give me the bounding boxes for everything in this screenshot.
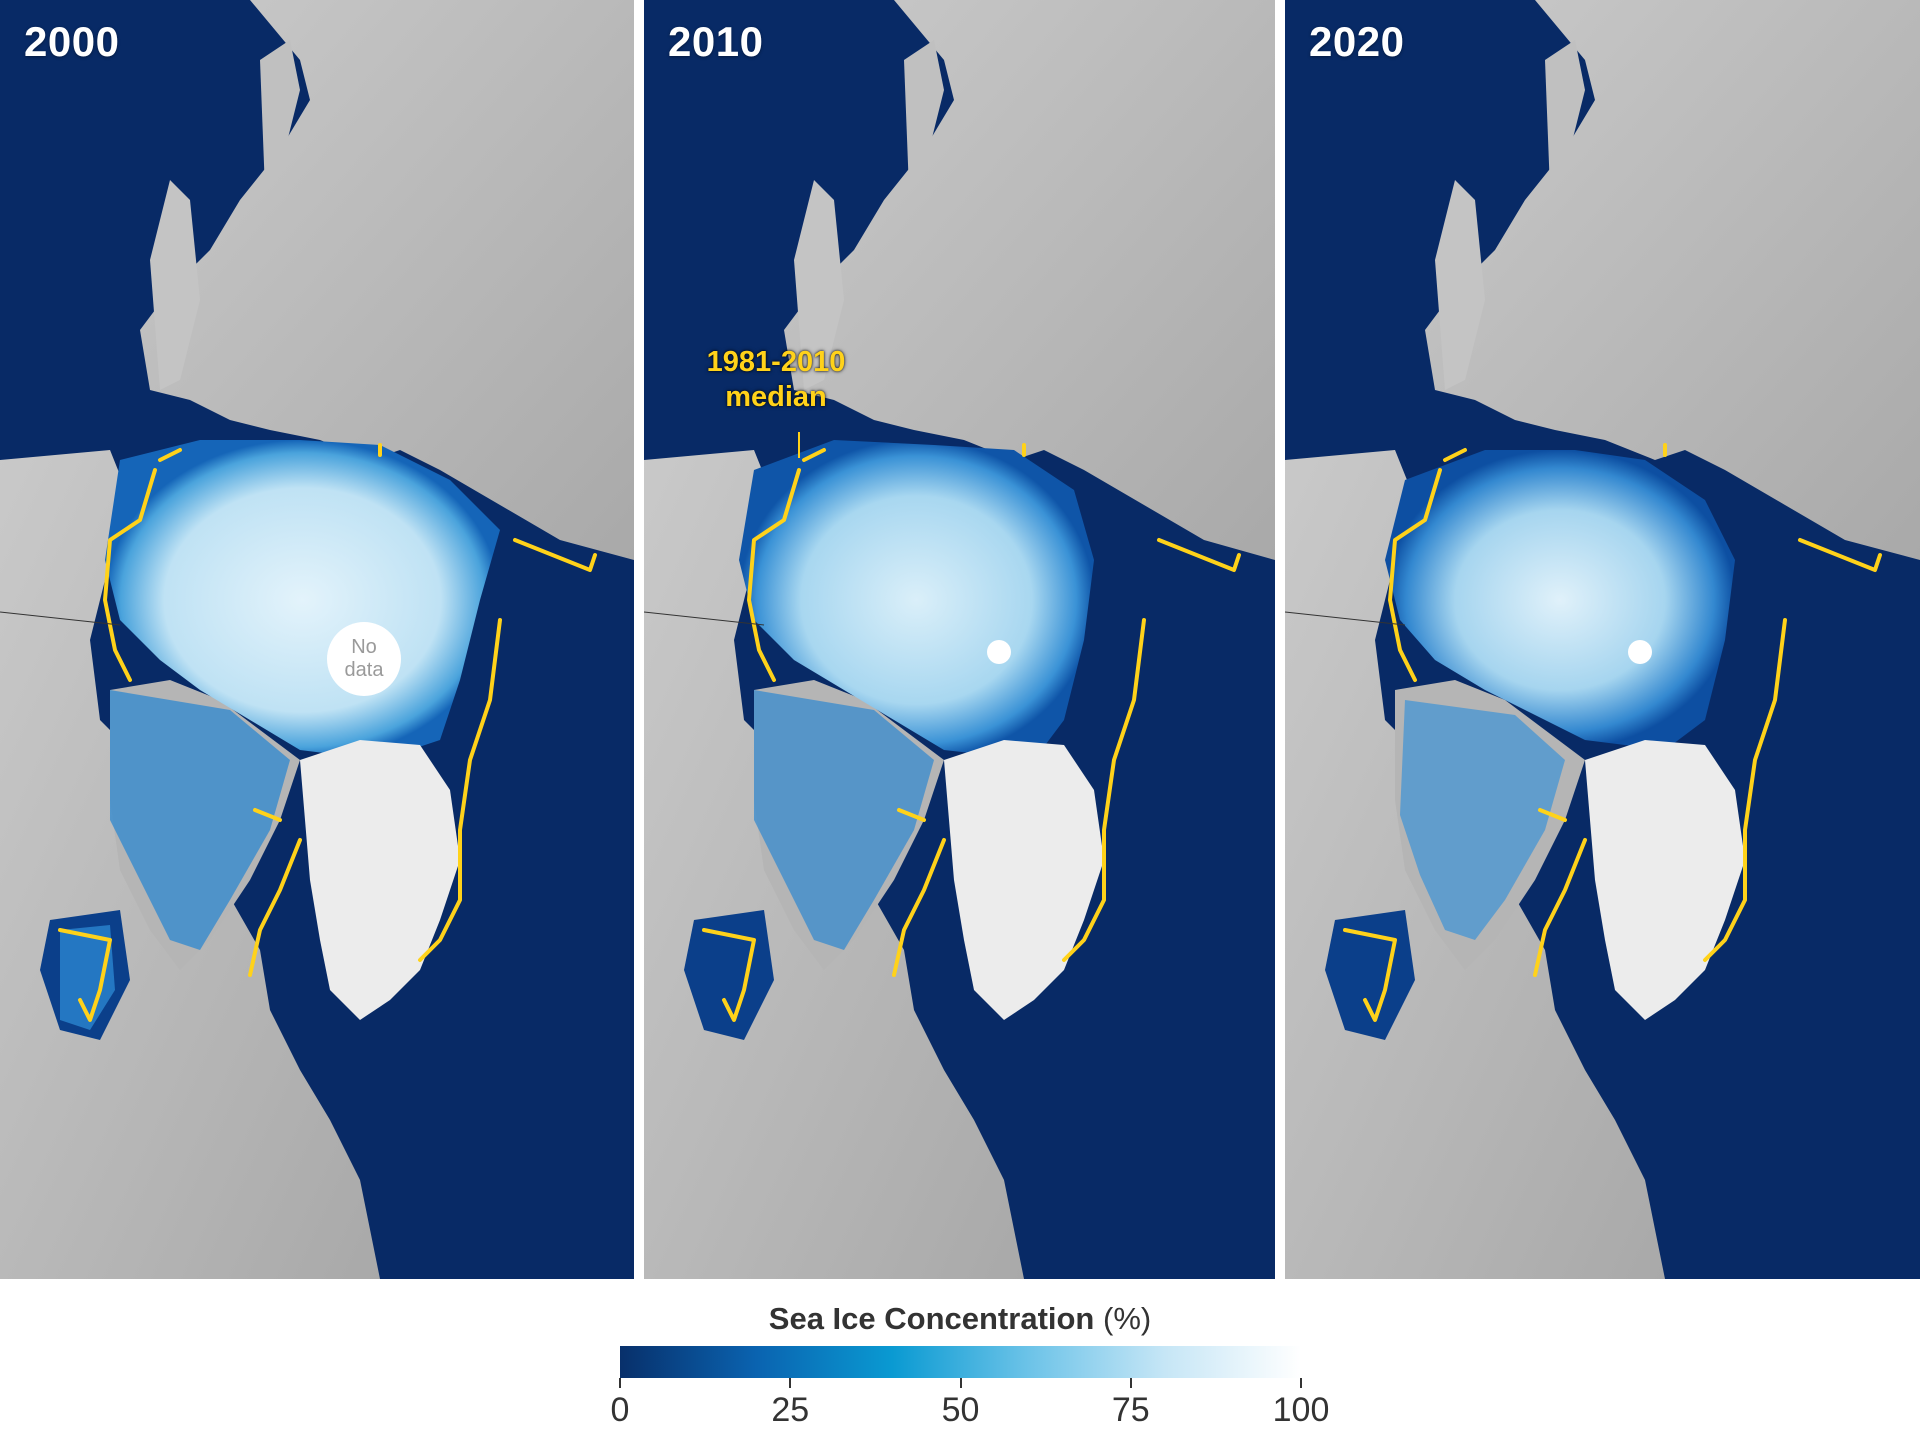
sea-ice-archipelago bbox=[754, 690, 934, 950]
no-data-marker: No data bbox=[327, 622, 401, 696]
median-annotation-line1: 1981-2010 bbox=[706, 346, 846, 378]
color-legend: Sea Ice Concentration (%) 0 25 50 75 100 bbox=[0, 1279, 1920, 1453]
year-label: 2010 bbox=[668, 18, 764, 65]
colorbar-tick-label: 75 bbox=[1111, 1391, 1150, 1429]
map-panels: 2000 No data bbox=[0, 0, 1920, 1279]
sea-ice-archipelago bbox=[1400, 700, 1565, 940]
eurasia-landmass bbox=[1425, 0, 1920, 560]
map-panel-2010: 2010 1981-2010 median bbox=[644, 0, 1275, 1279]
novaya-zemlya bbox=[260, 40, 300, 190]
median-line bbox=[702, 443, 1241, 1022]
median-annotation-tick bbox=[798, 432, 800, 458]
sea-ice-extent bbox=[739, 440, 1094, 760]
sea-ice-extent bbox=[105, 440, 500, 760]
no-data-line2: data bbox=[344, 659, 384, 681]
year-label: 2020 bbox=[1309, 18, 1405, 65]
year-label: 2000 bbox=[24, 18, 120, 65]
map-panel-2000: 2000 No data bbox=[0, 0, 634, 1279]
colorbar-tick-label: 25 bbox=[771, 1391, 810, 1429]
legend-unit: (%) bbox=[1103, 1301, 1152, 1336]
border-line bbox=[0, 611, 121, 626]
eurasia-landmass bbox=[140, 0, 634, 560]
pole-hole-marker bbox=[1628, 640, 1652, 664]
scandinavia bbox=[150, 180, 200, 390]
median-line bbox=[1343, 443, 1882, 1022]
colorbar-tick bbox=[1300, 1378, 1302, 1388]
border-line bbox=[644, 611, 765, 626]
colorbar-tick-label: 100 bbox=[1272, 1391, 1330, 1429]
sea-ice-archipelago bbox=[110, 690, 290, 950]
scandinavia bbox=[1435, 180, 1485, 390]
novaya-zemlya bbox=[904, 40, 944, 190]
arctic-map-2000 bbox=[0, 0, 634, 1279]
no-data-line1: No bbox=[351, 636, 377, 658]
colorbar bbox=[620, 1346, 1301, 1378]
arctic-map-2020 bbox=[1285, 0, 1920, 1279]
colorbar-tick bbox=[789, 1378, 792, 1388]
legend-title: Sea Ice Concentration (%) bbox=[0, 1301, 1920, 1337]
median-annotation-line2: median bbox=[725, 381, 827, 413]
greenland bbox=[300, 740, 460, 1020]
colorbar-tick-label: 0 bbox=[610, 1391, 630, 1429]
map-panel-2020: 2020 bbox=[1285, 0, 1920, 1279]
median-annotation: 1981-2010 median bbox=[666, 345, 886, 415]
colorbar-tick bbox=[1129, 1378, 1132, 1388]
arctic-map-2010 bbox=[644, 0, 1275, 1279]
colorbar-tick bbox=[959, 1378, 962, 1388]
eurasia-landmass bbox=[784, 0, 1275, 560]
pole-hole-marker bbox=[987, 640, 1011, 664]
median-line bbox=[58, 443, 597, 1022]
colorbar-tick bbox=[619, 1378, 621, 1388]
scandinavia bbox=[794, 180, 844, 390]
greenland bbox=[1585, 740, 1745, 1020]
legend-title-text: Sea Ice Concentration bbox=[768, 1301, 1095, 1336]
sea-ice-extent bbox=[1385, 450, 1735, 750]
colorbar-tick-label: 50 bbox=[941, 1391, 980, 1429]
greenland bbox=[944, 740, 1104, 1020]
hudson-ice bbox=[60, 925, 115, 1030]
border-line bbox=[1285, 611, 1406, 626]
novaya-zemlya bbox=[1545, 40, 1585, 190]
